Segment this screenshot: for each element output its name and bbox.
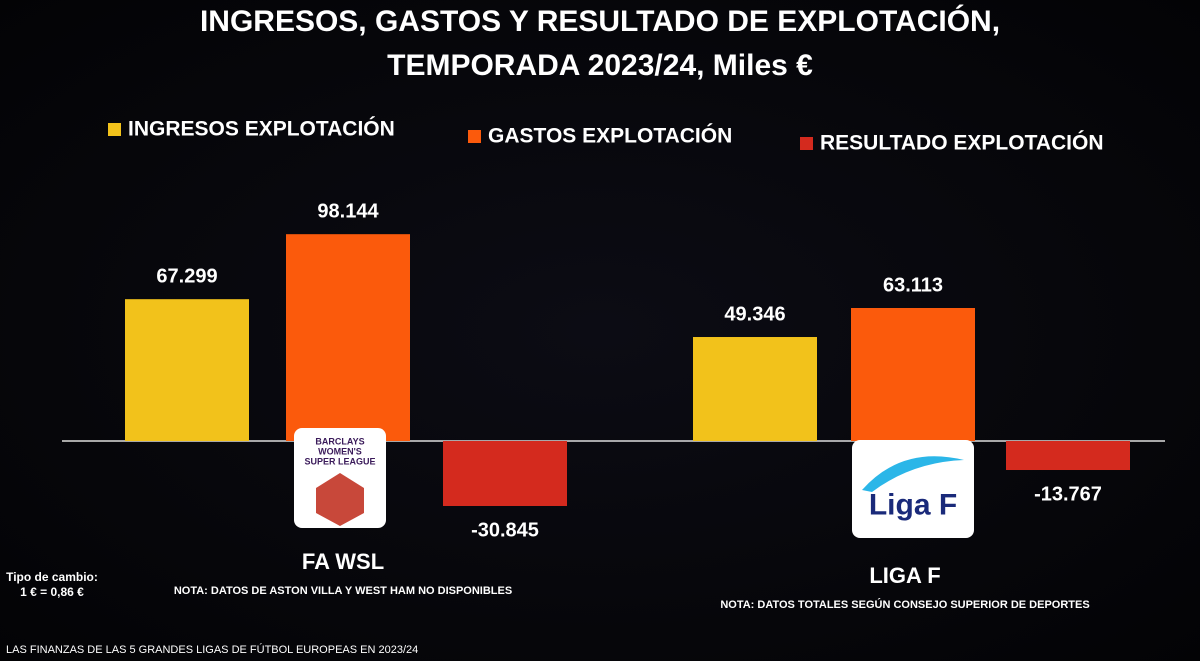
- logo-text: BARCLAYS: [315, 436, 364, 446]
- bar: [443, 441, 567, 506]
- legend-swatch: [108, 123, 121, 136]
- note: NOTA: DATOS DE ASTON VILLA Y WEST HAM NO…: [174, 585, 512, 597]
- footer: LAS FINANZAS DE LAS 5 GRANDES LIGAS DE F…: [6, 643, 418, 656]
- chart-title: INGRESOS, GASTOS Y RESULTADO DE EXPLOTAC…: [199, 5, 1001, 82]
- bar: [125, 299, 249, 441]
- bar: [286, 234, 410, 441]
- legend-label: RESULTADO EXPLOTACIÓN: [820, 131, 1104, 155]
- value-label: 98.144: [317, 200, 379, 222]
- bar: [851, 308, 975, 441]
- logo-emblem: [316, 473, 364, 526]
- value-label: 67.299: [156, 265, 217, 287]
- logo-text: Liga F: [869, 489, 957, 522]
- category-label: FA WSL: [302, 549, 384, 574]
- logo-box: [852, 440, 974, 538]
- legend-label: INGRESOS EXPLOTACIÓN: [128, 117, 395, 141]
- legend-label: GASTOS EXPLOTACIÓN: [488, 124, 732, 148]
- logo-text: SUPER LEAGUE: [304, 456, 375, 466]
- legend-swatch: [800, 137, 813, 150]
- exchange-label: Tipo de cambio:: [6, 570, 98, 584]
- category-label: LIGA F: [869, 563, 940, 588]
- logo-text: WOMEN'S: [318, 446, 362, 456]
- bar: [693, 337, 817, 441]
- value-label: -13.767: [1034, 483, 1102, 505]
- value-label: 49.346: [724, 303, 785, 325]
- value-label: -30.845: [471, 519, 539, 541]
- legend-swatch: [468, 130, 481, 143]
- exchange-value: 1 € = 0,86 €: [20, 585, 84, 599]
- logo-swoosh: [862, 456, 964, 492]
- bar: [1006, 441, 1130, 471]
- value-label: 63.113: [883, 274, 943, 296]
- note: NOTA: DATOS TOTALES SEGÚN CONSEJO SUPERI…: [720, 598, 1089, 611]
